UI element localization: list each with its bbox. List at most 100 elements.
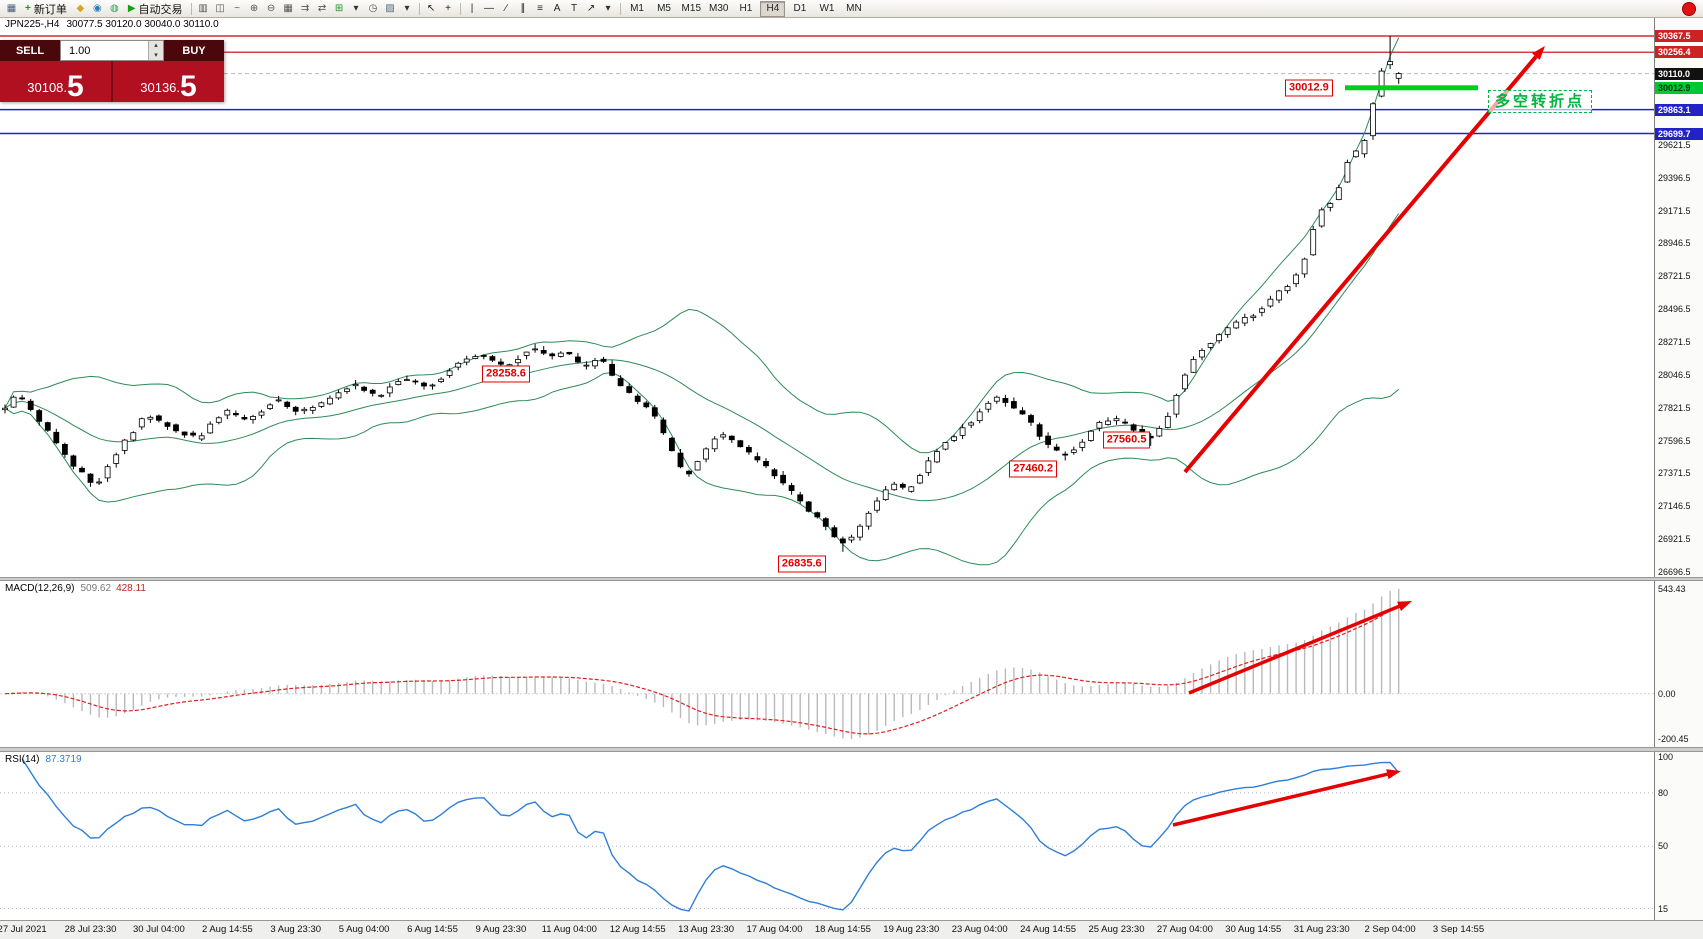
- time-label: 6 Aug 14:55: [407, 924, 458, 935]
- price-tick: 28046.5: [1658, 369, 1691, 380]
- chevron-down-icon[interactable]: ▾: [605, 3, 611, 14]
- price-scale[interactable]: 29621.5 29396.5 29171.5 28946.5 28721.5 28496…: [1654, 17, 1703, 921]
- zoom-in-icon[interactable]: ⊕: [249, 3, 259, 14]
- price-callout[interactable]: 27560.5: [1102, 431, 1151, 449]
- spin-up-icon[interactable]: ▴: [154, 42, 158, 50]
- autotrading-button[interactable]: ▶ 自动交易: [123, 1, 188, 16]
- macd-signal-value: 428.11: [116, 583, 146, 594]
- timeframe-d1[interactable]: D1: [793, 2, 807, 14]
- timeframe-m1[interactable]: M1: [630, 2, 644, 14]
- price-tick: 28946.5: [1658, 238, 1691, 249]
- toolbar-separator: [459, 2, 461, 15]
- price-chart-panel: JPN225-,H4 30077.5 30120.0 30040.0 30110.…: [0, 17, 1655, 577]
- buy-button[interactable]: BUY: [164, 40, 224, 61]
- new-order-button[interactable]: + 新订单: [20, 1, 72, 16]
- macd-canvas[interactable]: [0, 581, 1655, 747]
- price-tick: 27596.5: [1658, 435, 1691, 446]
- price-tick: 29396.5: [1658, 172, 1691, 183]
- zoom-out-icon[interactable]: ⊖: [266, 3, 276, 14]
- sell-price[interactable]: 30108. 5: [0, 61, 111, 102]
- line-chart-icon[interactable]: ~: [234, 3, 240, 14]
- auto-scroll-icon[interactable]: ⇉: [300, 3, 310, 14]
- sell-button[interactable]: SELL: [0, 40, 60, 61]
- price-callout[interactable]: 26835.6: [777, 555, 826, 573]
- price-tick: 28721.5: [1658, 271, 1691, 282]
- price-tick: 26921.5: [1658, 534, 1691, 545]
- price-callout[interactable]: 30012.9: [1285, 79, 1333, 97]
- time-axis[interactable]: 27 Jul 2021 28 Jul 23:30 30 Jul 04:00 2 Aug…: [0, 920, 1703, 939]
- community-icon[interactable]: ◍: [109, 3, 119, 14]
- toolbar-separator: [418, 2, 420, 15]
- toolbar-separator: [190, 2, 192, 15]
- time-label: 19 Aug 23:30: [883, 924, 940, 935]
- rsi-canvas[interactable]: [0, 752, 1655, 921]
- macd-panel: MACD(12,26,9) 509.62 428.11: [0, 581, 1655, 747]
- time-label: 30 Aug 14:55: [1225, 924, 1282, 935]
- macd-name: MACD(12,26,9): [5, 583, 75, 594]
- note-box[interactable]: 多空转折点: [1488, 90, 1593, 113]
- time-label: 24 Aug 14:55: [1020, 924, 1077, 935]
- timeframe-m5[interactable]: M5: [657, 2, 671, 14]
- period-icon[interactable]: ◷: [368, 3, 378, 14]
- chart-shift-icon[interactable]: ⇄: [317, 3, 327, 14]
- time-label: 3 Sep 14:55: [1432, 924, 1485, 935]
- trend-arrow[interactable]: [1183, 46, 1545, 474]
- plus-icon: +: [25, 3, 31, 14]
- template-icon[interactable]: ▨: [385, 3, 395, 14]
- rsi-scale-100: 100: [1658, 752, 1674, 763]
- cursor-icon[interactable]: ↖: [426, 3, 436, 14]
- volume-field[interactable]: 1.00 ▴ ▾: [60, 40, 164, 61]
- indicators-icon[interactable]: ⊞: [334, 3, 344, 14]
- vertical-line-icon[interactable]: |: [470, 3, 474, 14]
- turning-point-level[interactable]: [1345, 85, 1478, 91]
- bar-chart-icon[interactable]: ▥: [198, 3, 208, 14]
- time-label: 11 Aug 04:00: [541, 924, 597, 935]
- macd-label: MACD(12,26,9) 509.62 428.11: [5, 583, 146, 594]
- fibonacci-icon[interactable]: ≡: [537, 3, 543, 14]
- volume-value[interactable]: 1.00: [69, 44, 91, 57]
- panel-separator[interactable]: [0, 747, 1703, 752]
- tile-windows-icon[interactable]: ▦: [283, 3, 293, 14]
- macd-signal-line: [4, 605, 1399, 735]
- candles-layer: [2, 36, 1402, 552]
- macd-scale-min: -200.45: [1658, 734, 1689, 744]
- price-chart-canvas[interactable]: [0, 17, 1655, 577]
- time-label: 28 Jul 23:30: [64, 924, 117, 935]
- timeframe-mn[interactable]: MN: [846, 2, 862, 14]
- price-callout[interactable]: 27460.2: [1009, 460, 1057, 478]
- buy-price[interactable]: 30136. 5: [113, 61, 224, 102]
- chevron-down-icon[interactable]: ▾: [353, 3, 359, 14]
- macd-scale-zero: 0.00: [1658, 688, 1676, 699]
- volume-stepper[interactable]: ▴ ▾: [148, 41, 163, 60]
- globe-icon[interactable]: ◉: [92, 3, 102, 14]
- trendline-icon[interactable]: ∕: [505, 3, 507, 14]
- text-icon[interactable]: A: [553, 3, 561, 14]
- timeframe-w1[interactable]: W1: [819, 2, 835, 14]
- new-chart-icon[interactable]: ▦: [6, 3, 17, 14]
- channel-icon[interactable]: ∥: [520, 3, 526, 14]
- candlestick-chart-icon[interactable]: ◫: [215, 3, 225, 14]
- timeframe-h1[interactable]: H1: [739, 2, 753, 14]
- horizontal-line-icon[interactable]: —: [484, 3, 495, 14]
- new-order-button-label: 新订单: [33, 3, 67, 16]
- rsi-value: 87.3719: [45, 754, 82, 765]
- time-label: 31 Aug 23:30: [1293, 924, 1350, 935]
- price-tick: 28496.5: [1658, 304, 1691, 315]
- timeframe-m15[interactable]: M15: [681, 2, 701, 14]
- timeframe-m30[interactable]: M30: [709, 2, 729, 14]
- arrow-tool-icon[interactable]: ↗: [586, 3, 596, 14]
- panel-separator[interactable]: [0, 577, 1703, 581]
- trend-arrow[interactable]: [1172, 769, 1401, 827]
- chart-title: JPN225-,H4 30077.5 30120.0 30040.0 30110.…: [5, 19, 226, 30]
- label-icon[interactable]: T: [570, 3, 578, 14]
- price-callout[interactable]: 28258.6: [482, 365, 530, 383]
- chevron-down-icon[interactable]: ▾: [404, 3, 410, 14]
- diamond-icon[interactable]: ◆: [76, 3, 85, 14]
- notification-badge[interactable]: [1682, 1, 1696, 16]
- crosshair-icon[interactable]: +: [445, 3, 451, 14]
- spin-down-icon[interactable]: ▾: [154, 51, 158, 59]
- macd-main-value: 509.62: [80, 583, 112, 594]
- rsi-scale-80: 80: [1658, 787, 1669, 798]
- timeframe-h4[interactable]: H4: [760, 0, 786, 17]
- trend-arrow[interactable]: [1188, 601, 1412, 695]
